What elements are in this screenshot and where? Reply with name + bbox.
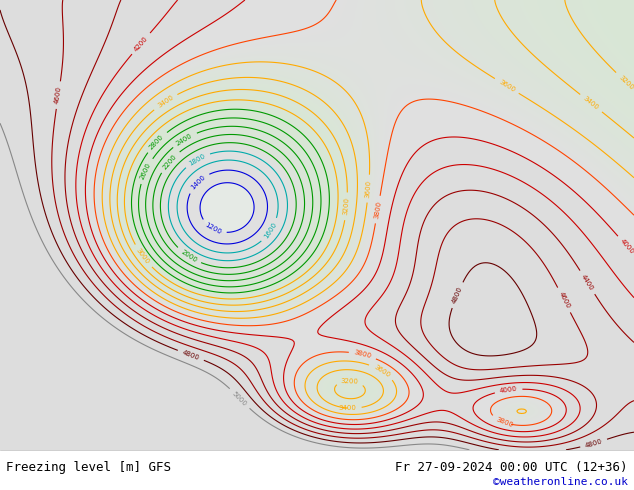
Text: 1600: 1600 [263, 221, 278, 240]
Text: 3400: 3400 [156, 94, 174, 109]
Text: 4200: 4200 [133, 35, 149, 52]
Text: 4800: 4800 [181, 349, 200, 361]
Text: 3800: 3800 [373, 200, 382, 219]
Text: 3000: 3000 [135, 247, 151, 266]
Text: 3800: 3800 [495, 416, 514, 429]
Text: 4000: 4000 [619, 238, 634, 255]
Text: Freezing level [m] GFS: Freezing level [m] GFS [6, 461, 171, 474]
Text: 4800: 4800 [451, 286, 463, 304]
Text: 2800: 2800 [148, 133, 165, 150]
Text: 1400: 1400 [190, 174, 207, 191]
Text: 3600: 3600 [498, 79, 516, 93]
Text: 2200: 2200 [162, 153, 178, 170]
Text: 2000: 2000 [179, 249, 198, 264]
Text: 3600: 3600 [365, 179, 372, 198]
Text: 2400: 2400 [176, 132, 193, 147]
Text: 4000: 4000 [499, 386, 518, 394]
Text: Fr 27-09-2024 00:00 UTC (12+36): Fr 27-09-2024 00:00 UTC (12+36) [395, 461, 628, 474]
Text: ©weatheronline.co.uk: ©weatheronline.co.uk [493, 477, 628, 487]
Text: 3800: 3800 [353, 350, 372, 360]
Text: 4400: 4400 [580, 273, 595, 292]
Text: 3200: 3200 [618, 74, 634, 91]
Text: 3400: 3400 [582, 95, 600, 111]
Text: 1800: 1800 [188, 152, 207, 167]
Text: 4600: 4600 [54, 86, 63, 104]
Text: 2600: 2600 [139, 162, 152, 180]
Text: 3200: 3200 [343, 197, 351, 216]
Text: 3400: 3400 [339, 405, 357, 411]
Text: 3600: 3600 [372, 364, 391, 378]
Text: 5000: 5000 [231, 390, 248, 407]
Text: 4600: 4600 [557, 291, 571, 309]
Text: 3200: 3200 [341, 378, 359, 384]
Text: 4800: 4800 [585, 438, 603, 449]
Text: 1200: 1200 [204, 222, 223, 236]
